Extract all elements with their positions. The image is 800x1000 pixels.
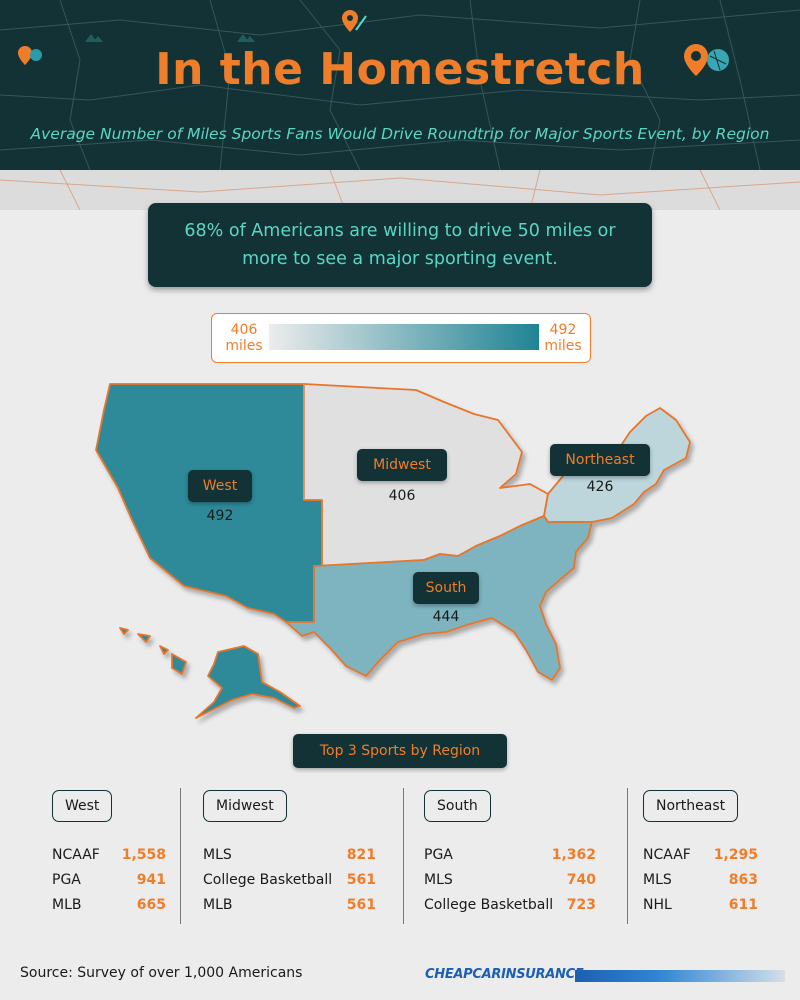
stat-callout-text: 68% of Americans are willing to drive 50… [184,221,616,269]
top3-west-sport-3: MLB [52,897,82,913]
top3-midwest-miles-3: 561 [346,897,376,913]
top3-column-northeast: Northeast [643,790,739,822]
page-title: In the Homestretch [155,44,645,95]
top3-south-miles-2: 740 [566,872,596,888]
source-note: Source: Survey of over 1,000 Americans [20,965,303,981]
brand-logo-stripes [575,970,785,982]
stat-callout: 68% of Americans are willing to drive 50… [148,203,652,287]
region-label-west: West [188,470,252,502]
top3-northeast-miles-1: 1,295 [713,847,758,863]
region-value-west: 492 [206,508,234,524]
region-west [95,383,323,623]
region-value-northeast: 426 [586,479,614,495]
top3-northeast-sport-2: MLS [643,872,672,888]
top3-midwest-miles-1: 821 [346,847,376,863]
top3-region-west: West [52,790,113,822]
us-region-map [95,383,691,719]
column-divider [403,788,404,924]
region-label-northeast: Northeast [550,444,650,476]
brand-logo: CHEAPCARINSURANCE [425,967,584,982]
legend-max-unit: miles [544,338,582,354]
legend-max-value: 492 [549,322,577,338]
top3-west-miles-3: 665 [136,897,166,913]
top3-west-sport-1: NCAAF [52,847,100,863]
top3-midwest-sport-3: MLB [203,897,233,913]
top3-title: Top 3 Sports by Region [293,734,507,768]
top3-south-miles-1: 1,362 [551,847,596,863]
top3-northeast-sport-3: NHL [643,897,672,913]
region-hawaii [119,627,187,675]
top3-west-miles-2: 941 [136,872,166,888]
top3-column-west: West [52,790,113,822]
top3-midwest-sport-1: MLS [203,847,232,863]
top3-south-sport-3: College Basketball [424,897,554,913]
soccer-pin-icon [684,44,729,76]
top3-west-miles-1: 1,558 [121,847,166,863]
header: In the Homestretch Average Number of Mil… [0,0,800,170]
top3-west-sport-2: PGA [52,872,81,888]
top3-region-south: South [424,790,491,822]
top3-south-miles-3: 723 [566,897,596,913]
legend-min: 406 miles [222,322,266,354]
top3-midwest-miles-2: 561 [346,872,376,888]
column-divider [627,788,628,924]
page-subtitle: Average Number of Miles Sports Fans Woul… [30,125,770,143]
top3-northeast-miles-3: 611 [728,897,758,913]
top3-region-northeast: Northeast [643,790,739,822]
region-alaska [195,645,301,719]
top3-column-south: South [424,790,491,822]
top3-region-midwest: Midwest [203,790,287,822]
basketball-pin-icon [18,46,42,65]
region-value-midwest: 406 [388,488,416,504]
color-legend: 406 miles 492 miles [211,313,591,363]
legend-min-unit: miles [225,338,263,354]
top3-midwest-sport-2: College Basketball [203,872,333,888]
region-value-south: 444 [432,609,460,625]
top3-northeast-sport-1: NCAAF [643,847,691,863]
legend-gradient [269,324,539,350]
top3-south-sport-2: MLS [424,872,453,888]
legend-max: 492 miles [540,322,586,354]
top3-column-midwest: Midwest [203,790,287,822]
column-divider [180,788,181,924]
legend-min-value: 406 [230,322,258,338]
region-label-midwest: Midwest [357,449,447,481]
road-map-background [0,0,800,170]
top3-northeast-miles-2: 863 [728,872,758,888]
top3-south-sport-1: PGA [424,847,453,863]
location-pin-icon [342,10,367,32]
region-label-south: South [413,572,479,604]
